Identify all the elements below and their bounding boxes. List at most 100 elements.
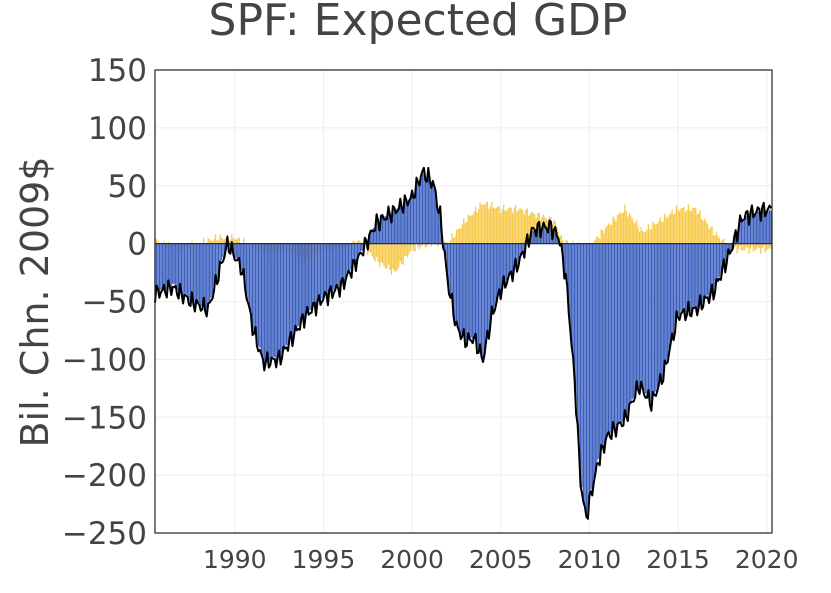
gap-bar xyxy=(386,215,388,244)
gap-bar xyxy=(288,243,291,338)
gap-bar xyxy=(300,243,302,318)
change-bar xyxy=(352,240,354,244)
change-bar xyxy=(699,210,701,244)
change-bar xyxy=(562,239,564,244)
change-bar xyxy=(523,214,526,244)
gap-bar xyxy=(164,243,166,290)
gap-bar xyxy=(649,243,651,401)
change-bar xyxy=(755,243,757,250)
gap-bar xyxy=(494,243,496,307)
gap-bar xyxy=(319,243,322,301)
change-bar xyxy=(207,238,209,244)
gap-bar xyxy=(209,243,211,302)
change-bar xyxy=(387,243,390,265)
gap-bar xyxy=(464,243,466,343)
change-bar xyxy=(390,243,393,275)
gap-bar xyxy=(532,230,534,244)
gap-bar xyxy=(294,243,296,327)
gap-bar xyxy=(204,243,206,308)
gap-bar xyxy=(418,184,421,244)
change-bar xyxy=(599,238,601,244)
gap-bar xyxy=(556,235,558,244)
change-bar xyxy=(404,243,406,256)
gap-bar xyxy=(655,243,657,392)
gap-bar xyxy=(203,243,205,300)
gap-bar xyxy=(328,243,330,290)
gap-bar xyxy=(630,243,632,402)
change-bar xyxy=(460,228,462,244)
gap-bar xyxy=(501,243,503,286)
change-bar xyxy=(594,239,596,244)
change-bar xyxy=(508,207,511,244)
gap-bar xyxy=(668,243,670,350)
change-bar xyxy=(709,227,712,244)
gap-bar xyxy=(438,213,440,244)
gap-bar xyxy=(313,243,316,303)
change-bar xyxy=(393,243,395,272)
gap-bar xyxy=(393,207,395,244)
gap-bar xyxy=(565,243,567,274)
gap-bar xyxy=(344,243,347,278)
gap-bar xyxy=(513,243,515,267)
gap-bar xyxy=(661,243,663,379)
gap-bar xyxy=(500,243,502,293)
change-bar xyxy=(746,243,749,248)
gap-bar xyxy=(720,243,722,277)
change-bar xyxy=(627,216,629,244)
change-bar xyxy=(371,243,373,256)
gap-bar xyxy=(254,243,257,329)
change-bar xyxy=(665,216,667,244)
gap-bar xyxy=(764,215,766,244)
gap-bar xyxy=(371,228,373,244)
gap-bar xyxy=(591,243,593,489)
gap-bar xyxy=(409,198,412,244)
gap-bar xyxy=(692,243,694,307)
gap-bar xyxy=(279,243,282,359)
change-bar xyxy=(761,243,763,248)
gap-bar xyxy=(743,220,746,244)
change-bar xyxy=(436,243,438,247)
gap-bar xyxy=(644,243,647,394)
gap-bar xyxy=(339,243,341,291)
change-bar xyxy=(758,243,760,249)
x-tick-label: 1990 xyxy=(203,545,267,574)
gap-bar xyxy=(498,243,500,290)
change-bar xyxy=(395,243,397,273)
gap-bar xyxy=(392,206,394,244)
gap-bar xyxy=(296,243,298,328)
gap-bar xyxy=(353,243,356,260)
gap-bar xyxy=(253,243,255,331)
change-bar xyxy=(167,241,169,244)
gap-bar xyxy=(581,243,583,488)
change-bar xyxy=(449,240,452,244)
change-bar xyxy=(661,222,663,244)
change-bar xyxy=(689,210,691,244)
gap-bar xyxy=(553,230,555,244)
change-bar xyxy=(605,227,607,244)
change-bar xyxy=(504,210,506,244)
gap-bar xyxy=(336,243,338,285)
change-bar xyxy=(461,224,463,244)
gap-bar xyxy=(504,243,506,284)
gap-bar xyxy=(730,243,732,251)
y-axis-label: Bil. Chn. 2009$ xyxy=(13,156,57,447)
gap-bar xyxy=(643,243,645,391)
gap-bar xyxy=(597,243,599,459)
gap-bar xyxy=(683,243,685,309)
gap-bar xyxy=(405,199,407,244)
change-bar xyxy=(402,243,404,265)
x-tick-label: 2000 xyxy=(380,545,444,574)
gap-bar xyxy=(343,243,345,284)
gap-bar xyxy=(646,243,648,395)
change-bar xyxy=(636,220,638,244)
gap-bar xyxy=(619,243,622,421)
change-bar xyxy=(383,243,385,267)
gap-bar xyxy=(497,243,499,295)
gap-bar xyxy=(375,215,378,244)
gap-bar xyxy=(653,243,656,393)
gap-bar xyxy=(534,231,536,244)
gap-bar xyxy=(548,223,551,244)
change-bar xyxy=(454,236,456,244)
gap-bar xyxy=(235,243,237,259)
gap-bar xyxy=(545,228,548,244)
